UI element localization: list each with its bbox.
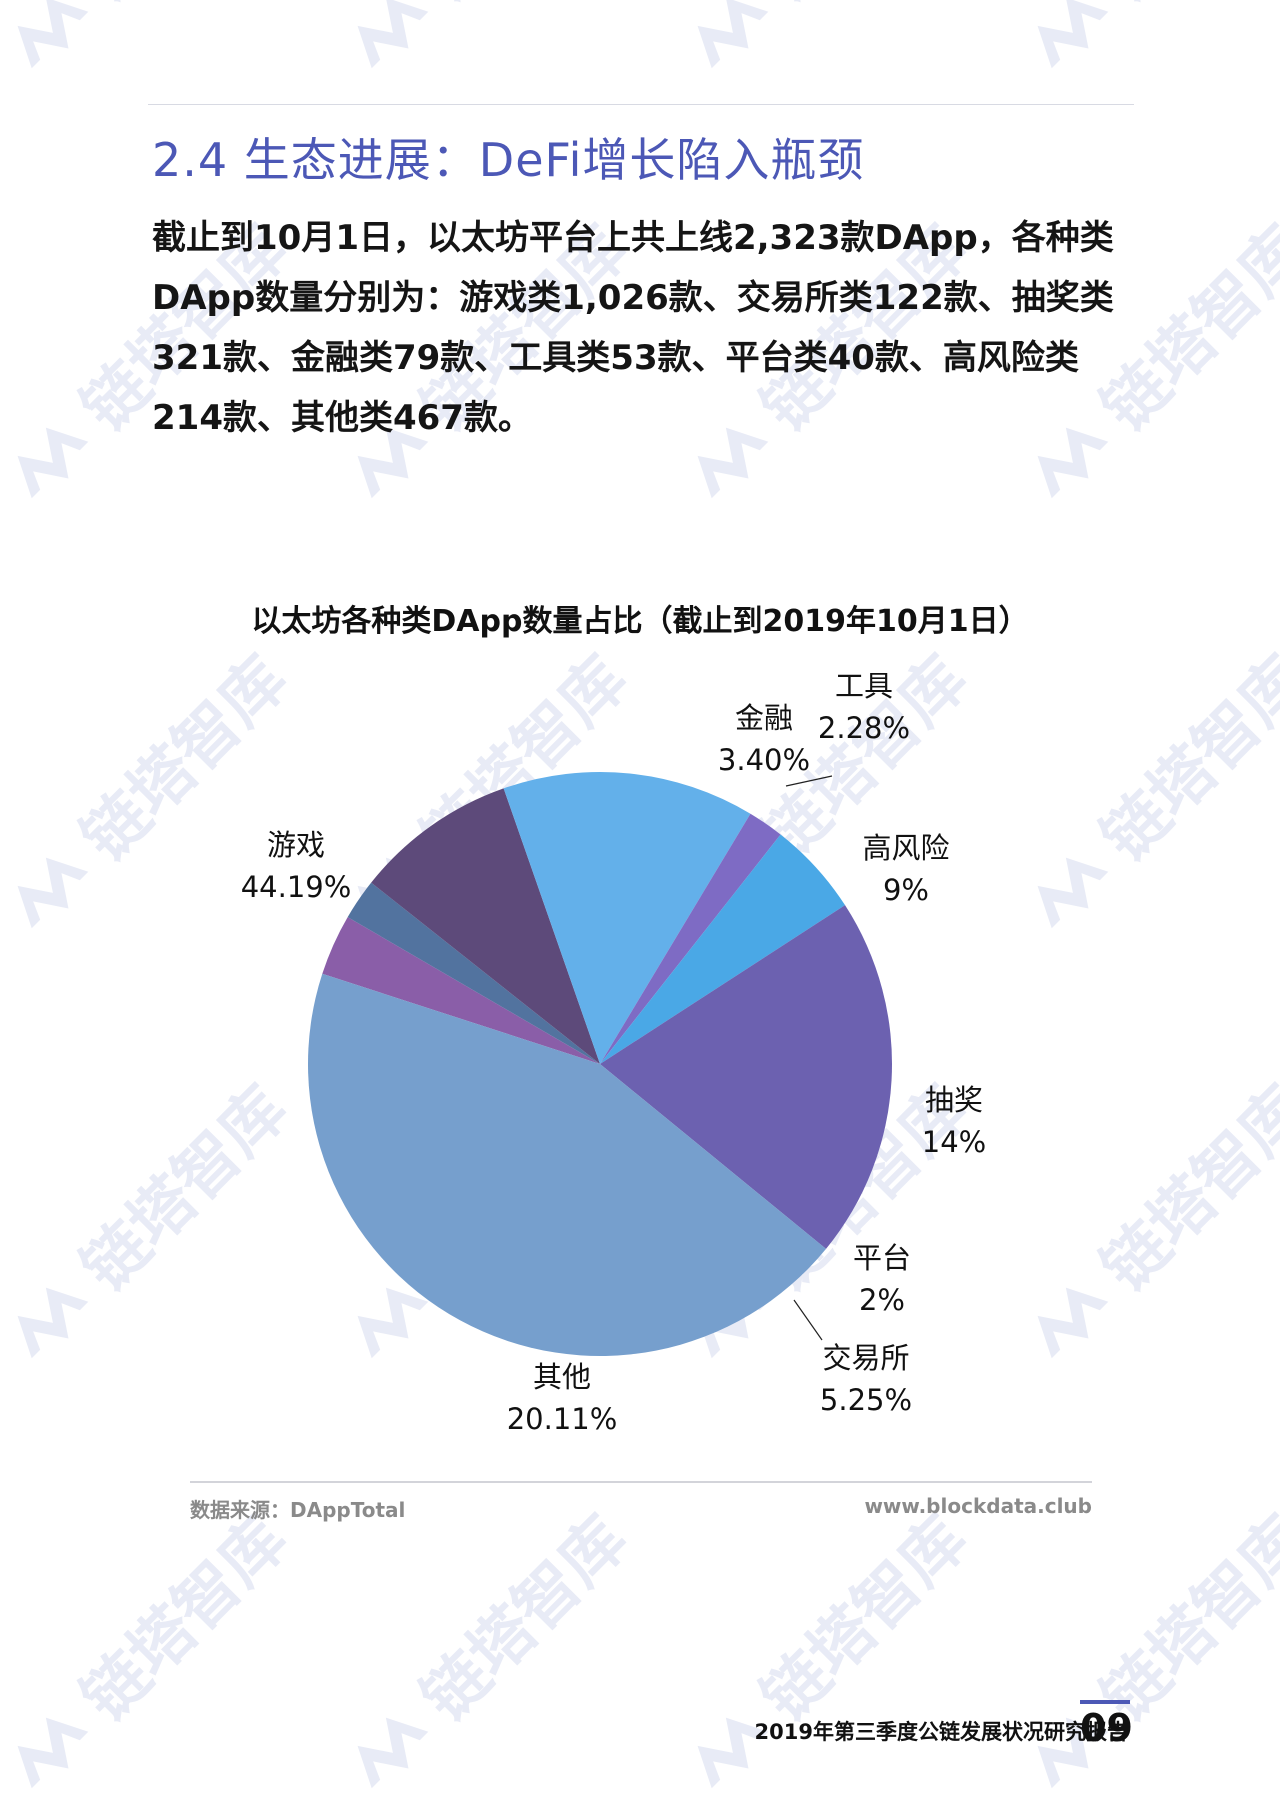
pie-slice-7 [600, 905, 892, 1249]
leader-line [793, 1299, 823, 1341]
page-number: 09 [1080, 1700, 1133, 1750]
pie-slice-1 [322, 917, 600, 1064]
pie-slice-8 [308, 973, 827, 1356]
slice-percent-label: 2.28% [818, 711, 910, 745]
report-title: 2019年第三季度公链发展状况研究报告 [754, 1720, 1128, 1744]
slice-category-label: 游戏 [267, 828, 325, 862]
bottom-divider [190, 1481, 1092, 1483]
slice-percent-label: 20.11% [507, 1402, 618, 1436]
slice-percent-label: 3.40% [718, 743, 810, 777]
pie-slice-5 [600, 813, 781, 1064]
pie-slice-4 [503, 772, 751, 1064]
website-url: www.blockdata.club [864, 1494, 1092, 1518]
pie-slice-6 [600, 834, 846, 1064]
slice-category-label: 交易所 [822, 1341, 909, 1375]
pie-labels: 金融 3.40% 工具 2.28% 高风险 9% 抽奖 14% 平台 2% 交易所 5.25% 其他 20… [241, 669, 987, 1436]
slice-percent-label: 5.25% [820, 1383, 912, 1417]
chart-title: 以太坊各种类DApp数量占比（截止到2019年10月1日） [251, 604, 1029, 639]
slice-percent-label: 2% [859, 1283, 905, 1317]
pie-slice-2 [347, 882, 600, 1064]
leader-line [785, 775, 833, 787]
slice-category-label: 抽奖 [925, 1083, 983, 1117]
slice-category-label: 金融 [735, 701, 793, 735]
slice-category-label: 工具 [835, 669, 893, 703]
body-paragraph: 截止到10月1日，以太坊平台上共上线2,323款DApp，各种类DApp数量分别… [152, 218, 1114, 438]
slice-percent-label: 9% [883, 873, 929, 907]
section-title: 2.4 生态进展：DeFi增长陷入瓶颈 [152, 133, 865, 187]
pie-slice-3 [371, 788, 600, 1064]
top-divider [148, 104, 1134, 105]
slice-category-label: 高风险 [862, 831, 949, 865]
slice-category-label: 其他 [533, 1360, 591, 1394]
slice-category-label: 平台 [853, 1241, 911, 1275]
data-source: 数据来源：DAppTotal [190, 1498, 406, 1522]
slice-percent-label: 14% [922, 1125, 986, 1159]
pie-slices [308, 772, 892, 1356]
slice-percent-label: 44.19% [241, 870, 352, 904]
leader-lines [785, 775, 833, 1341]
